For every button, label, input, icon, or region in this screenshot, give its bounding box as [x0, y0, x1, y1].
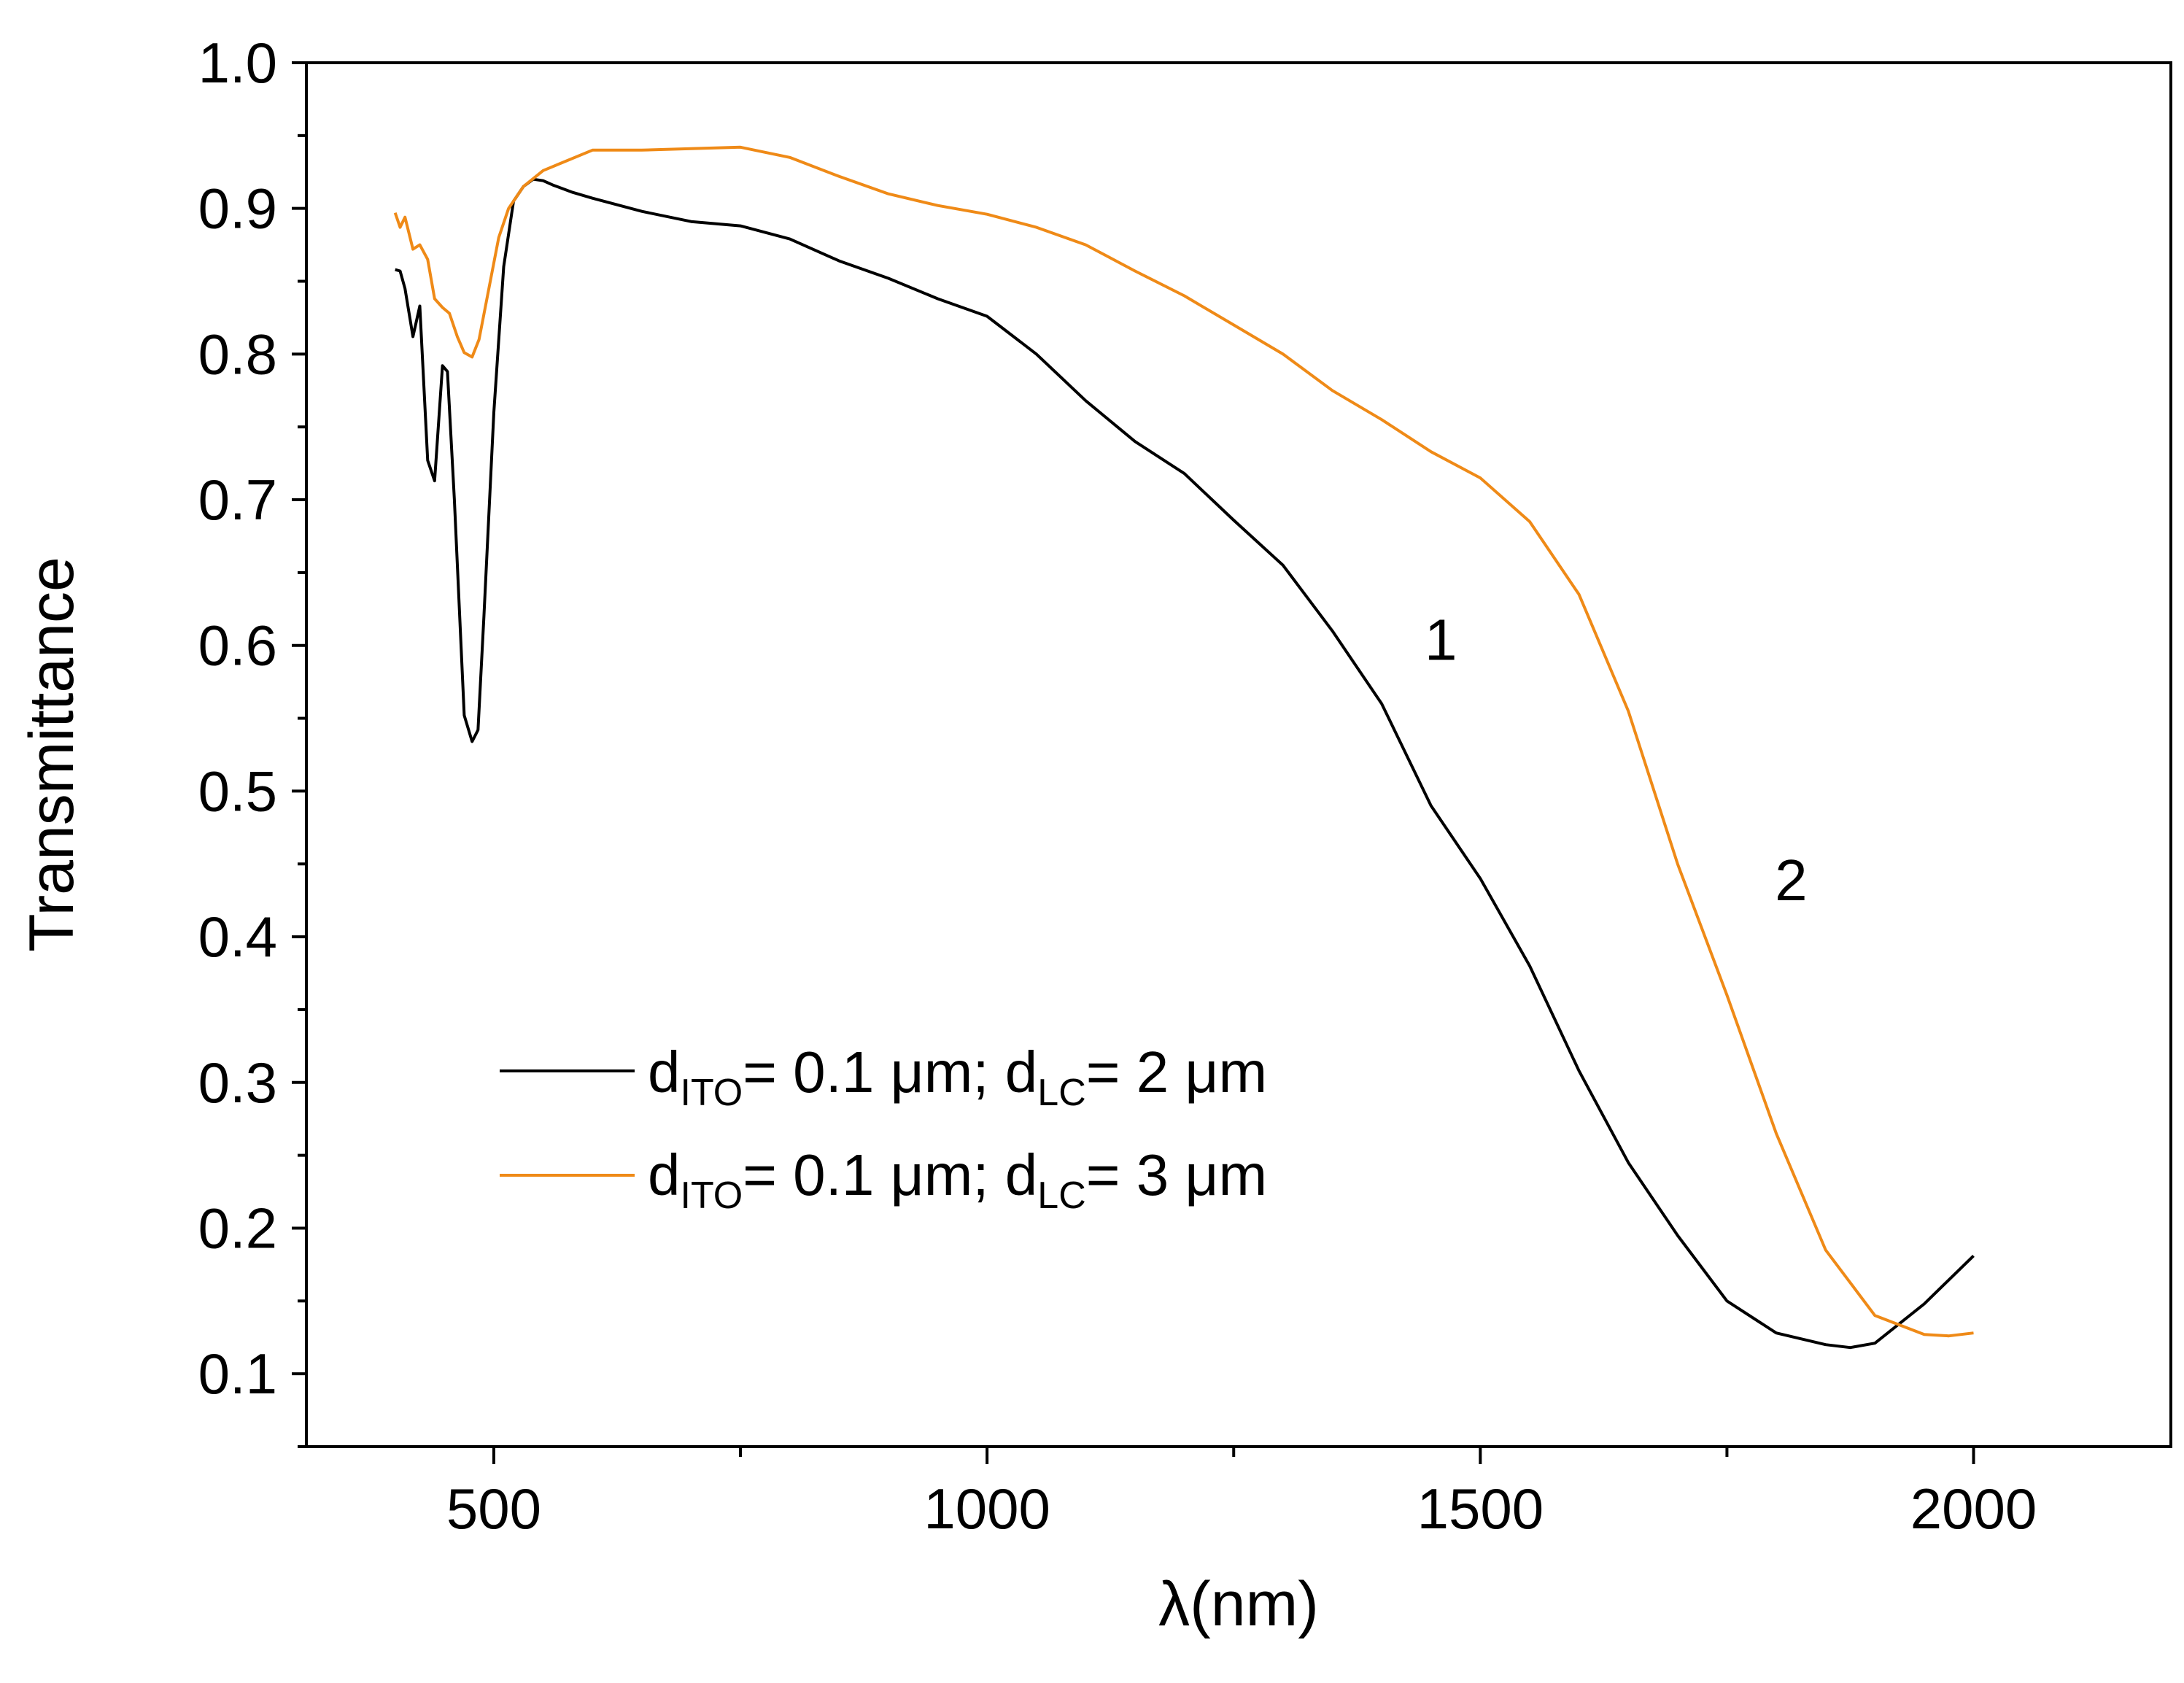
- plot-frame: [305, 61, 2172, 1448]
- legend: dITO= 0.1 μm; dLC= 2 μm dITO= 0.1 μm; dL…: [500, 1040, 1267, 1217]
- x-axis-title: λ(nm): [1158, 1569, 1319, 1639]
- y-tick-label: 1.0: [198, 31, 277, 95]
- y-tick-label: 0.5: [198, 759, 277, 823]
- series-line-2: [393, 145, 1974, 1338]
- curve-label-1: 1: [1425, 608, 1457, 673]
- x-tick-label: 500: [446, 1477, 541, 1541]
- x-tick-label: 1000: [923, 1477, 1050, 1541]
- legend-label-series-1: dITO= 0.1 μm; dLC= 2 μm: [648, 1040, 1267, 1114]
- curve-label-2: 2: [1775, 848, 1808, 913]
- series-line-1: [395, 177, 1975, 1350]
- y-tick-label: 0.8: [198, 322, 277, 386]
- y-tick-label: 0.1: [198, 1342, 277, 1406]
- y-tick-label: 0.9: [198, 177, 277, 241]
- x-tick-label: 1500: [1417, 1477, 1544, 1541]
- y-tick-label: 0.4: [198, 905, 277, 969]
- y-tick-label: 0.3: [198, 1051, 277, 1115]
- y-axis-title: Transmittance: [17, 557, 87, 952]
- series-layer: [393, 145, 1975, 1350]
- y-tick-label: 0.2: [198, 1196, 277, 1260]
- y-tick-label: 0.6: [198, 614, 277, 678]
- legend-label-series-2: dITO= 0.1 μm; dLC= 3 μm: [648, 1142, 1267, 1217]
- axis-ticks: [292, 61, 1975, 1464]
- x-tick-label: 2000: [1910, 1477, 2037, 1541]
- tick-labels: 0.1 0.2 0.3 0.4 0.5 0.6 0.7 0.8 0.9 1.0 500 1000 150…: [198, 31, 2037, 1541]
- y-tick-label: 0.7: [198, 468, 277, 532]
